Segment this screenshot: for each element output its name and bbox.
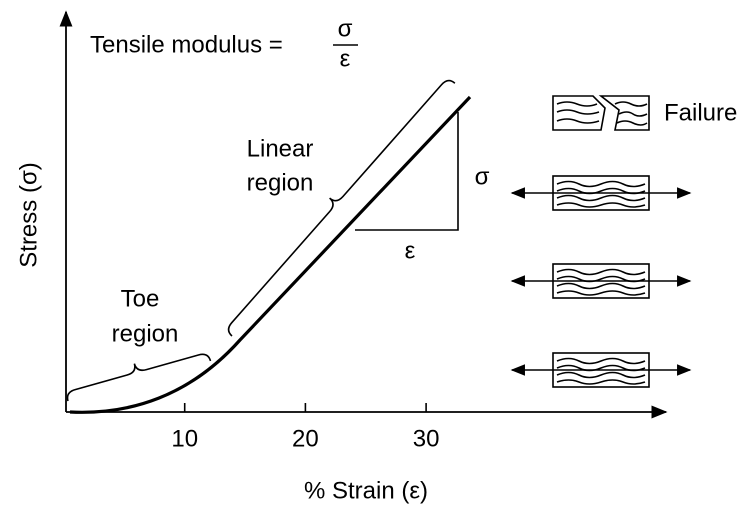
linear-brace bbox=[227, 79, 456, 337]
modulus-denominator: ε bbox=[340, 45, 351, 72]
modulus-numerator: σ bbox=[338, 15, 353, 42]
stress-strain-curve bbox=[69, 95, 472, 414]
linear-label: Linear bbox=[247, 135, 314, 162]
x-tick-label: 10 bbox=[171, 425, 198, 452]
x-tick-label: 30 bbox=[413, 425, 440, 452]
linear-label: region bbox=[247, 169, 314, 196]
failure-label: Failure bbox=[664, 99, 737, 126]
slope-rise: σ bbox=[475, 163, 490, 190]
modulus-label: Tensile modulus = bbox=[90, 31, 283, 58]
x-tick-label: 20 bbox=[292, 425, 319, 452]
toe-brace bbox=[66, 353, 212, 402]
x-axis-label: % Strain (ε) bbox=[304, 477, 428, 504]
specimen-arrows bbox=[510, 175, 692, 388]
slope-run: ε bbox=[405, 237, 416, 264]
toe-label: region bbox=[112, 320, 179, 347]
failed-specimen bbox=[552, 95, 650, 131]
toe-label: Toe bbox=[121, 285, 160, 312]
slope-triangle bbox=[355, 112, 459, 231]
y-axis-label: Stress (σ) bbox=[15, 162, 42, 267]
